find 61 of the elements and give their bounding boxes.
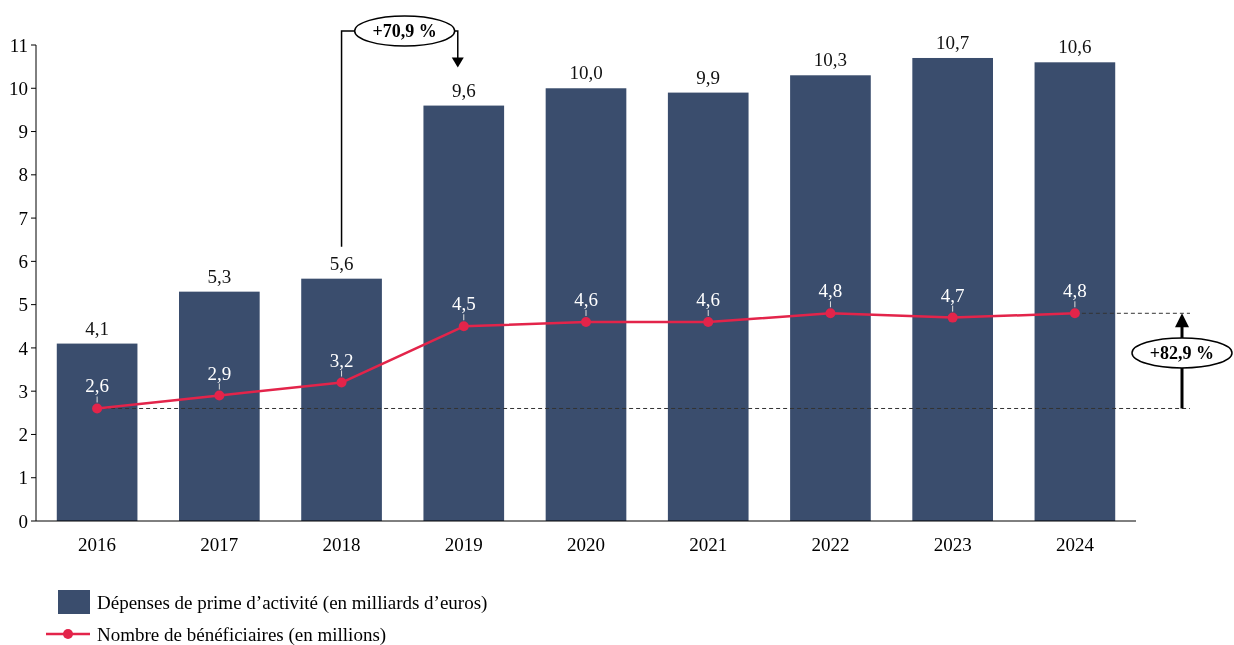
point — [214, 390, 225, 401]
point — [458, 321, 469, 332]
bar — [667, 92, 749, 521]
bar — [545, 88, 627, 521]
y-tick-label: 5 — [18, 294, 28, 316]
data-label: 4,5 — [451, 293, 476, 315]
bar — [912, 57, 993, 521]
data-label: 4,6 — [696, 288, 721, 310]
data-label: 4,8 — [818, 280, 843, 302]
x-tick-label: 2018 — [322, 534, 361, 555]
data-label: 9,6 — [451, 79, 476, 101]
y-tick-label: 7 — [18, 207, 28, 229]
bar — [301, 278, 382, 521]
y-tick-label: 3 — [18, 380, 28, 402]
data-label: 2,9 — [207, 362, 232, 384]
data-label: 5,6 — [329, 252, 354, 274]
data-label: 3,2 — [329, 349, 354, 371]
data-label: 10,7 — [936, 31, 970, 53]
y-tick-label: 8 — [18, 164, 28, 186]
x-tick-label: 2020 — [567, 534, 605, 555]
y-tick-label: 9 — [18, 121, 28, 143]
bar — [790, 75, 871, 521]
data-label: 10,0 — [569, 62, 603, 84]
point — [1069, 308, 1080, 319]
x-tick-label: 2021 — [689, 534, 728, 555]
legend-label: Dépenses de prime d’activité (en milliards d’euros) — [97, 591, 488, 614]
bar — [179, 291, 260, 521]
x-tick-label: 2017 — [200, 534, 239, 555]
legend-label: Nombre de bénéficiaires (en millions) — [97, 623, 387, 645]
bar — [56, 343, 138, 521]
y-tick-label: 0 — [18, 510, 28, 532]
bar — [1034, 62, 1116, 521]
annotation: +82,9 % — [1149, 343, 1215, 364]
x-tick-label: 2023 — [933, 534, 972, 555]
y-tick-label: 10 — [9, 77, 28, 99]
x-tick-label: 2022 — [811, 534, 850, 555]
bar — [423, 105, 505, 521]
data-label: 9,9 — [696, 66, 721, 88]
point — [703, 316, 714, 327]
data-label: 4,6 — [574, 288, 598, 310]
y-tick-label: 1 — [18, 467, 28, 489]
data-label: 4,1 — [85, 317, 109, 339]
data-label: 10,6 — [1058, 36, 1092, 58]
data-label: 4,8 — [1063, 280, 1087, 302]
y-tick-label: 6 — [18, 251, 28, 273]
point — [336, 377, 347, 388]
x-tick-label: 2024 — [1055, 534, 1095, 555]
data-label: 2,6 — [85, 375, 109, 397]
text: +70,9 % — [372, 21, 437, 42]
data-label: 4,7 — [940, 284, 965, 306]
point — [825, 308, 836, 319]
x-tick-label: 2019 — [444, 534, 483, 555]
y-tick-label: 2 — [18, 424, 28, 446]
point — [947, 312, 958, 323]
data-label: 10,3 — [813, 49, 848, 71]
point — [581, 316, 591, 327]
point — [92, 403, 103, 414]
x-tick-label: 2016 — [78, 534, 117, 555]
data-label: 5,3 — [207, 265, 232, 287]
y-tick-label: 4 — [18, 337, 29, 359]
y-tick-label: 11 — [9, 34, 28, 56]
